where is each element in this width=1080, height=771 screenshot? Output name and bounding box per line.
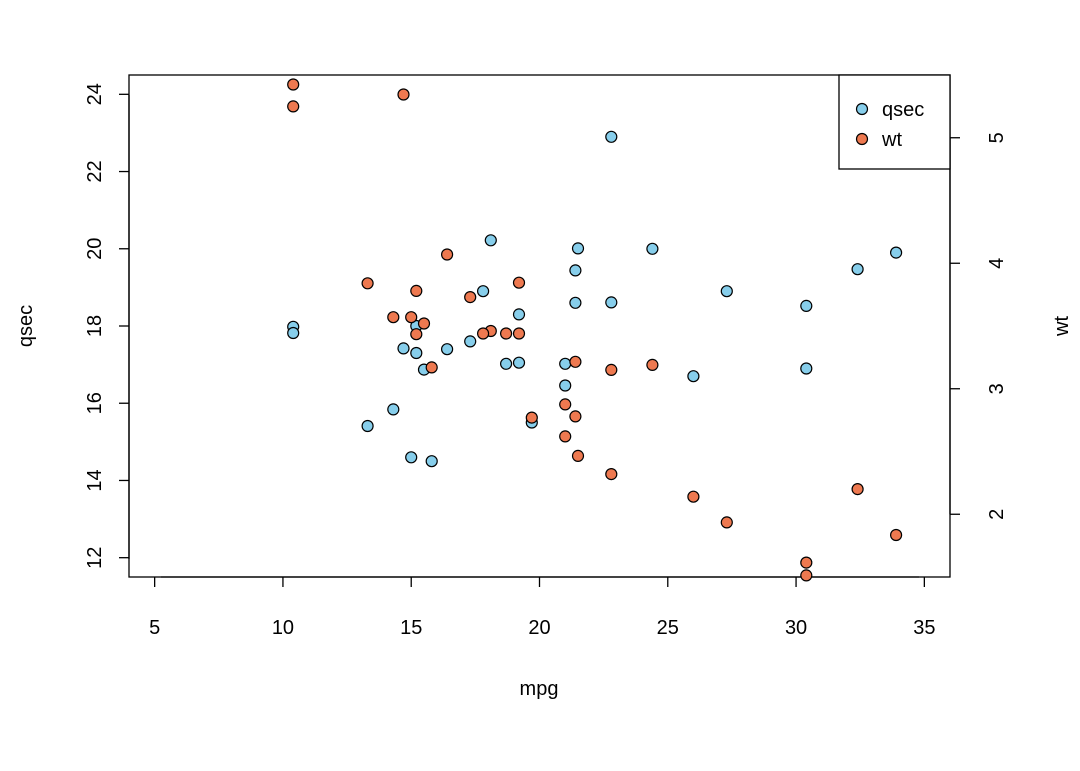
- x-tick-label: 25: [657, 617, 679, 639]
- wt-point: [800, 569, 813, 582]
- qsec-point: [410, 346, 423, 360]
- qsec-point: [559, 379, 572, 392]
- wt-point: [687, 490, 700, 503]
- wt-point: [720, 516, 733, 529]
- qsec-point: [800, 299, 813, 312]
- legend-marker-qsec: [855, 102, 869, 116]
- y-axis-title: qsec: [15, 305, 37, 347]
- x-tick-label: 20: [528, 617, 550, 639]
- y-tick-label: 18: [84, 315, 106, 337]
- wt-point: [417, 317, 431, 330]
- y2-ticks: 2 3 4 5: [949, 132, 1008, 520]
- qsec-point: [512, 356, 526, 369]
- qsec-point: [889, 246, 903, 259]
- wt-point: [559, 430, 572, 443]
- wt-point: [387, 311, 400, 324]
- legend-marker-wt: [855, 132, 869, 146]
- wt-point: [559, 398, 572, 411]
- y-tick-label: 14: [84, 469, 106, 491]
- qsec-point: [405, 451, 418, 464]
- wt-point: [571, 449, 585, 462]
- qsec-point: [800, 362, 813, 375]
- legend-label-wt: wt: [881, 129, 902, 151]
- qsec-point: [361, 419, 374, 433]
- wt-point: [889, 528, 903, 542]
- y-ticks: 12 14 16 18 20 22 24: [84, 83, 129, 569]
- wt-point: [464, 291, 477, 304]
- x-axis: 5 10 15 20 25 30 35: [149, 576, 935, 639]
- qsec-point: [397, 342, 410, 355]
- qsec-point: [464, 335, 477, 348]
- qsec-point: [559, 357, 572, 370]
- qsec-point: [571, 242, 585, 255]
- wt-point: [851, 483, 864, 496]
- y2-axis-title: wt: [1051, 316, 1073, 337]
- wt-point: [512, 276, 526, 289]
- qsec-point: [387, 403, 400, 416]
- qsec-point: [569, 264, 582, 277]
- qsec-point: [687, 370, 700, 383]
- wt-point: [646, 358, 659, 371]
- wt-point: [512, 327, 526, 340]
- wt-point: [500, 327, 513, 340]
- wt-point: [410, 284, 423, 297]
- wt-point: [397, 88, 410, 101]
- wt-point: [569, 410, 582, 423]
- y2-tick-label: 3: [986, 383, 1008, 394]
- y-tick-label: 16: [84, 392, 106, 414]
- y2-tick-label: 4: [986, 258, 1008, 269]
- y-axis-right: 2 3 4 5: [949, 132, 1008, 520]
- qsec-point: [500, 357, 513, 370]
- wt-point: [605, 468, 618, 481]
- wt-point: [477, 327, 490, 340]
- y-tick-label: 20: [84, 238, 106, 260]
- y-tick-label: 24: [84, 83, 106, 105]
- y2-tick-label: 2: [986, 509, 1008, 520]
- legend: qsec wt: [838, 74, 951, 170]
- legend-label-qsec: qsec: [882, 99, 924, 121]
- y-tick-label: 12: [84, 547, 106, 569]
- wt-point: [605, 363, 618, 376]
- qsec-point: [605, 130, 618, 143]
- qsec-point: [720, 285, 733, 298]
- qsec-point: [851, 263, 864, 276]
- wt-point: [569, 355, 582, 368]
- y-axis-left: 12 14 16 18 20 22 24: [84, 83, 130, 569]
- qsec-point: [287, 326, 300, 340]
- wt-point: [425, 361, 438, 374]
- qsec-point: [441, 343, 454, 356]
- wt-point: [287, 78, 300, 91]
- x-ticks: 5 10 15 20 25 30 35: [149, 577, 935, 639]
- wt-point: [287, 100, 300, 113]
- x-tick-label: 15: [400, 617, 422, 639]
- x-axis-title: mpg: [520, 678, 559, 700]
- y-tick-label: 22: [84, 160, 106, 182]
- wt-point: [525, 411, 538, 424]
- qsec-point: [477, 285, 490, 298]
- y2-tick-label: 5: [986, 132, 1008, 143]
- qsec-point: [484, 234, 497, 247]
- plot-area: [128, 74, 951, 578]
- wt-point: [441, 248, 454, 261]
- x-tick-label: 10: [272, 617, 294, 639]
- qsec-point: [569, 296, 582, 309]
- x-tick-label: 35: [913, 617, 935, 639]
- x-tick-label: 5: [149, 617, 160, 639]
- qsec-point: [425, 455, 438, 468]
- qsec-point: [512, 308, 526, 321]
- qsec-point: [646, 242, 659, 255]
- wt-point: [361, 277, 374, 290]
- qsec-point: [605, 296, 618, 309]
- wt-point: [410, 328, 423, 341]
- legend-box: [838, 74, 951, 170]
- wt-point: [405, 311, 418, 324]
- x-tick-label: 30: [785, 617, 807, 639]
- data-points: [287, 78, 903, 582]
- wt-point: [800, 556, 813, 569]
